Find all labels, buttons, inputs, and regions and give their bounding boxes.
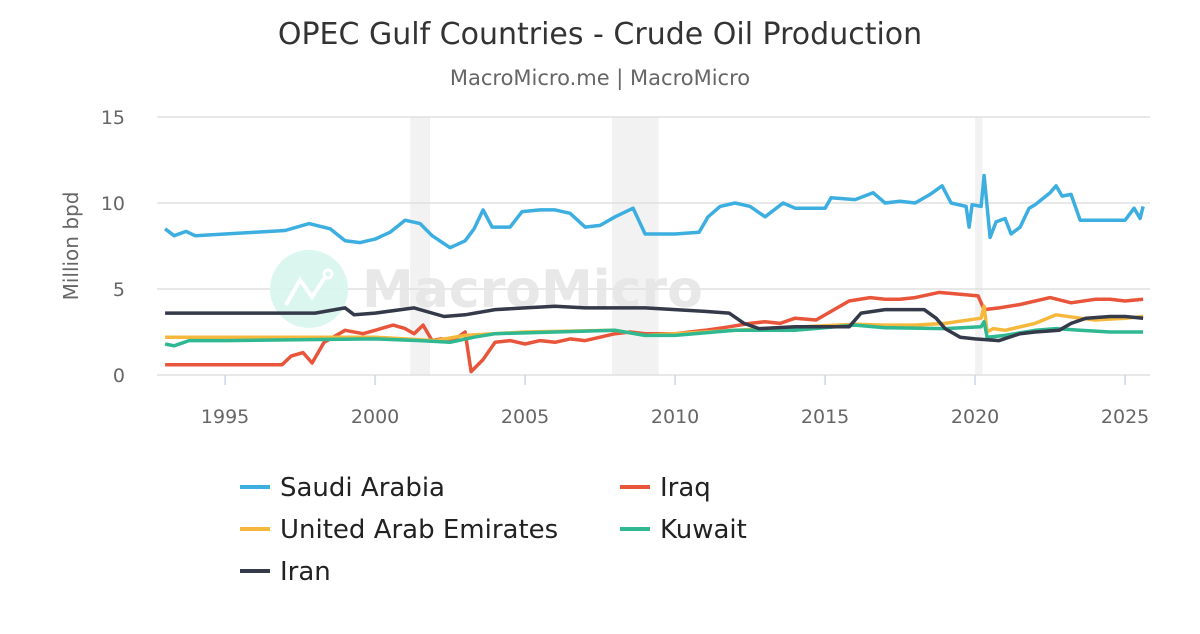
- x-tick-label: 1995: [201, 406, 249, 428]
- y-tick-label: 0: [113, 365, 125, 387]
- x-tick-label: 2025: [1101, 406, 1149, 428]
- y-axis-label: Million bpd: [59, 192, 83, 301]
- legend-item-label: Saudi Arabia: [280, 473, 445, 503]
- y-tick-label: 5: [113, 279, 125, 301]
- series-lines: [164, 173, 1145, 374]
- chart-title: OPEC Gulf Countries - Crude Oil Producti…: [278, 17, 922, 52]
- chart-subtitle: MacroMicro.me | MacroMicro: [450, 66, 750, 91]
- legend-item-label: Kuwait: [660, 515, 747, 545]
- x-tick-label: 2015: [801, 406, 849, 428]
- y-tick-label: 10: [101, 193, 125, 215]
- series-line-united-arab-emirates: [165, 304, 1144, 343]
- legend: Saudi Arabia Iraq United Arab Emirates Kuwa…: [240, 473, 747, 587]
- shaded-period: [975, 117, 983, 375]
- watermark: MacroMicro: [270, 250, 703, 328]
- series-line-iraq: [165, 290, 1144, 374]
- x-tick-label: 2010: [651, 406, 699, 428]
- y-tick-label: 15: [101, 107, 125, 129]
- legend-item-label: Iraq: [660, 473, 711, 503]
- x-tick-label: 2005: [501, 406, 549, 428]
- recession-shading: [410, 117, 983, 375]
- series-line-iran: [165, 304, 1144, 343]
- legend-item-label: Iran: [280, 557, 331, 587]
- series-line-saudi-arabia: [164, 173, 1145, 250]
- y-axis: 0 5 10 15: [101, 107, 125, 387]
- x-axis: 1995 2000 2005 2010 2015 2020 2025: [201, 375, 1149, 428]
- x-tick-label: 2020: [951, 406, 999, 428]
- legend-item-label: United Arab Emirates: [280, 515, 558, 545]
- shaded-period: [410, 117, 430, 375]
- watermark-text: MacroMicro: [362, 260, 703, 320]
- x-tick-label: 2000: [351, 406, 399, 428]
